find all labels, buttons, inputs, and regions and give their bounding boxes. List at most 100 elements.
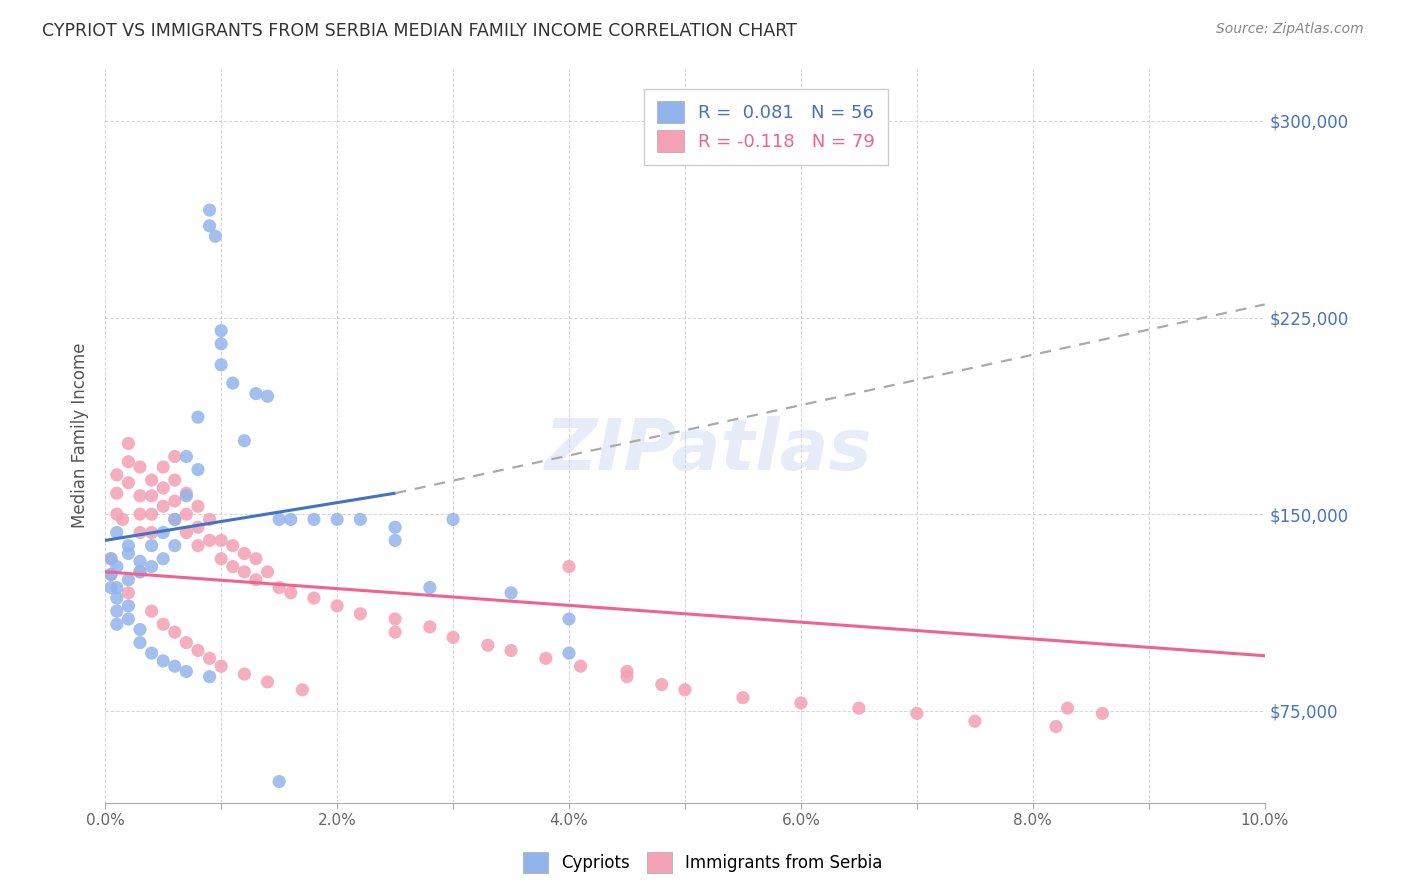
Point [105,591,128,605]
Point [499,643,522,657]
Point [111,512,134,526]
Point [204,229,226,244]
Point [233,667,256,681]
Point [209,659,232,673]
Point [129,525,152,540]
Point [558,559,581,574]
Point [558,612,581,626]
Point [105,617,128,632]
Point [384,520,406,534]
Point [141,559,163,574]
Point [117,573,139,587]
Point [152,525,174,540]
Point [176,507,198,521]
Point [280,586,302,600]
Point [141,507,163,521]
Point [163,450,186,464]
Point [187,410,209,425]
Point [117,599,139,613]
Point [176,635,198,649]
Point [141,489,163,503]
Point [117,475,139,490]
Point [269,774,291,789]
Point [349,512,371,526]
Point [163,625,186,640]
Point [129,623,152,637]
Point [163,659,186,673]
Point [245,386,267,401]
Point [1045,719,1067,733]
Point [100,581,122,595]
Point [117,539,139,553]
Point [384,625,406,640]
Point [291,682,314,697]
Point [117,586,139,600]
Point [1091,706,1114,721]
Point [129,489,152,503]
Point [141,525,163,540]
Point [187,462,209,476]
Point [245,573,267,587]
Point [105,467,128,482]
Point [163,473,186,487]
Point [616,670,638,684]
Point [256,389,278,403]
Point [100,551,122,566]
Point [269,581,291,595]
Point [848,701,870,715]
Point [233,434,256,448]
Point [302,512,325,526]
Point [302,591,325,605]
Point [105,525,128,540]
Point [280,512,302,526]
Point [569,659,592,673]
Point [209,551,232,566]
Point [141,473,163,487]
Point [209,358,232,372]
Point [129,554,152,568]
Point [129,460,152,475]
Point [198,533,221,548]
Text: ZIPatlas: ZIPatlas [544,416,872,484]
Point [419,620,441,634]
Point [163,494,186,508]
Point [176,489,198,503]
Point [441,631,464,645]
Point [105,581,128,595]
Point [209,336,232,351]
Point [117,547,139,561]
Point [349,607,371,621]
Point [152,481,174,495]
Point [269,512,291,526]
Point [198,219,221,233]
Point [100,567,122,582]
Point [129,507,152,521]
Y-axis label: Median Family Income: Median Family Income [72,343,89,528]
Point [176,665,198,679]
Point [326,512,349,526]
Point [233,565,256,579]
Point [256,565,278,579]
Point [326,599,349,613]
Point [233,547,256,561]
Point [499,586,522,600]
Point [129,565,152,579]
Point [558,646,581,660]
Point [256,675,278,690]
Point [209,324,232,338]
Legend: Cypriots, Immigrants from Serbia: Cypriots, Immigrants from Serbia [516,846,890,880]
Point [152,551,174,566]
Point [176,450,198,464]
Point [100,567,122,582]
Point [176,525,198,540]
Point [141,604,163,618]
Point [905,706,928,721]
Point [1056,701,1078,715]
Point [790,696,813,710]
Point [100,551,122,566]
Point [152,500,174,514]
Point [651,677,673,691]
Point [105,559,128,574]
Point [419,581,441,595]
Point [152,617,174,632]
